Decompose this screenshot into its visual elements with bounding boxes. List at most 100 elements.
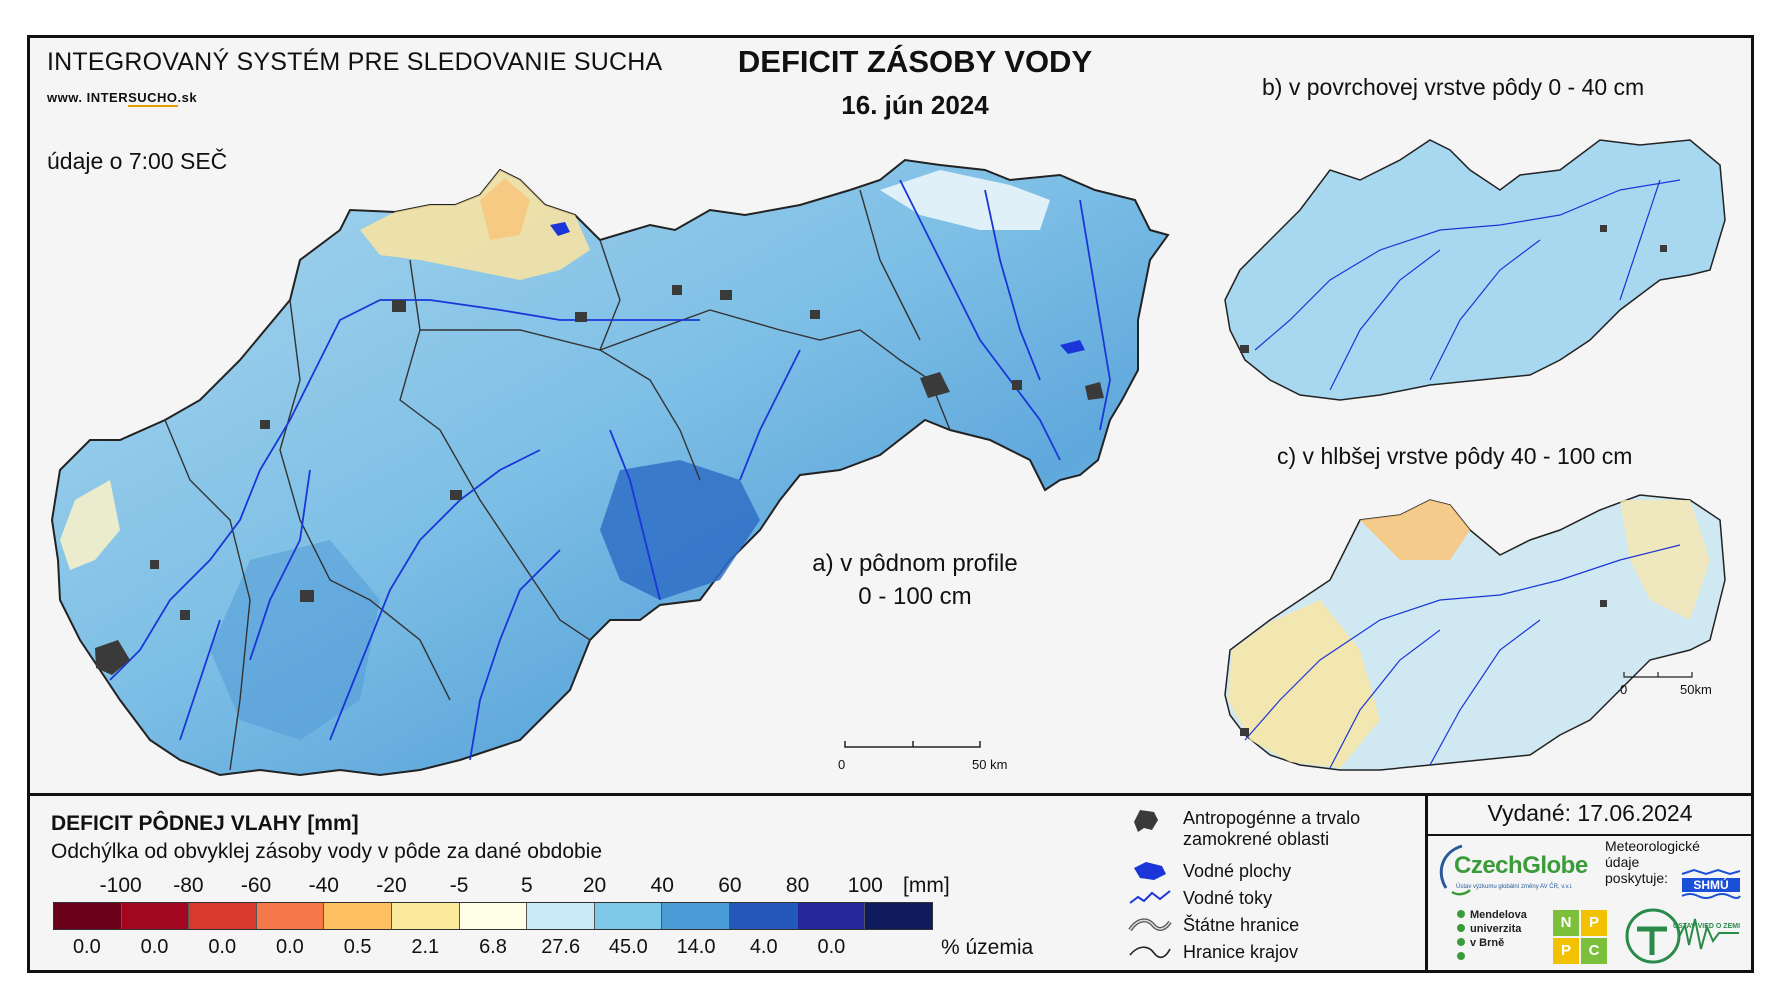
mendel-line2: univerzita <box>1470 923 1522 935</box>
legend-percent-value: 0.0 <box>817 936 846 958</box>
colorbar-cell <box>54 903 122 929</box>
anthropogenic-area-icon <box>1134 810 1158 832</box>
inset-c-cities <box>1240 600 1607 736</box>
colorbar-cell <box>459 903 528 929</box>
key-anthropogenic-line1: Antropogénne a trvalo <box>1183 808 1361 828</box>
slovakia-main-shape <box>50 158 1170 777</box>
legend-percent-value: 0.0 <box>208 936 237 958</box>
region-borders <box>164 189 951 771</box>
system-title: INTEGROVANÝ SYSTÉM PRE SLEDOVANIE SUCHA <box>47 48 663 76</box>
key-state-border: Štátne hranice <box>1128 912 1418 938</box>
key-rivers-label: Vodné toky <box>1183 888 1273 908</box>
legend-subtitle: Odchýlka od obvyklej zásoby vody v pôde … <box>51 840 603 863</box>
state-border-icon <box>1128 918 1172 932</box>
dry-area-north <box>360 170 590 280</box>
legend-title: DEFICIT PÔDNEJ VLAHY [mm] <box>51 812 359 835</box>
mendel-line3: v Brně <box>1470 937 1505 949</box>
legend-colorbar <box>53 902 933 930</box>
system-url[interactable]: www. INTERSUCHO.sk <box>47 90 198 107</box>
pale-area-east <box>880 170 1050 230</box>
slovakia-inset-b <box>1224 139 1726 401</box>
colorbar-cell <box>121 903 190 929</box>
uvz-name: ÚSTAV VIED O ZEMI <box>1673 923 1741 930</box>
wet-area-southwest <box>210 540 380 740</box>
legend-tick-label: -40 <box>308 874 339 897</box>
colorbar-cell <box>392 903 460 929</box>
colorbar-cell <box>594 903 663 929</box>
shmu-logo[interactable]: SHMÚ <box>1678 868 1744 902</box>
main-rivers <box>109 179 1111 761</box>
page-title: DEFICIT ZÁSOBY VODY <box>737 44 1093 79</box>
legend-percent-value: 0.0 <box>276 936 304 958</box>
data-time: údaje o 7:00 SEČ <box>47 148 228 174</box>
colorbar-cell <box>730 903 798 929</box>
pale-area-west <box>60 480 120 570</box>
colorbar-cell <box>865 903 932 929</box>
issued-divider <box>1425 834 1754 836</box>
panel-a-label-line1: a) v pôdnom profile <box>812 550 1018 577</box>
colorbar-cell <box>324 903 393 929</box>
legend-percent-value: 0.0 <box>140 936 169 958</box>
page-date: 16. jún 2024 <box>841 90 989 120</box>
inset-c-dry-north <box>1360 500 1470 560</box>
legend-percent-value: 14.0 <box>676 936 716 958</box>
uvz-logo[interactable]: ÚSTAV VIED O ZEMI <box>1623 905 1743 967</box>
legend-tick-label: 20 <box>582 874 607 897</box>
inset-c-dry-west <box>1228 600 1380 768</box>
dry-area-orava <box>480 178 530 240</box>
meteo-line1: Meteorologické <box>1605 838 1700 854</box>
anthropogenic-areas <box>95 285 1104 675</box>
orava-reservoir <box>550 222 570 236</box>
region-border-icon <box>1129 946 1171 959</box>
wet-area-south <box>600 460 760 600</box>
water-body-icon <box>1134 862 1166 880</box>
meteo-provider-text: Meteorologické údaje poskytuje: <box>1605 838 1700 886</box>
legend-percent-value: 4.0 <box>749 936 778 958</box>
mendel-text: Mendelova univerzita v Brně <box>1470 908 1527 950</box>
mendel-university-logo[interactable]: Mendelova univerzita v Brně <box>1452 908 1542 968</box>
legend-tick-label: 80 <box>785 874 810 897</box>
colorbar-cell <box>797 903 866 929</box>
panel-c-label: c) v hlbšej vrstve pôdy 40 - 100 cm <box>1277 443 1633 469</box>
legend-tick-label: -100 <box>99 874 142 897</box>
nppc-c: C <box>1581 938 1607 964</box>
river-icon <box>1129 890 1171 904</box>
mendel-line1: Mendelova <box>1470 909 1527 921</box>
inset-scalebar-start: 0 <box>1620 682 1628 697</box>
czechglobe-logo[interactable]: CzechGlobe Ústav výzkumu globální změny … <box>1432 840 1594 900</box>
legend-percent-value: 0.5 <box>343 936 372 958</box>
panel-a-label: a) v pôdnom profile 0 - 100 cm <box>780 547 1050 613</box>
panel-b-label: b) v povrchovej vrstve pôdy 0 - 40 cm <box>1262 74 1645 100</box>
url-suffix: .sk <box>177 90 198 105</box>
key-water-bodies: Vodné plochy <box>1128 858 1418 884</box>
czechglobe-swoosh-icon <box>1439 844 1471 896</box>
legend-percentages: 0.0 0.0 0.0 0.0 0.5 2.1 6.8 27.6 45.0 14.0 4.0 0.0 <box>53 936 933 962</box>
nppc-n: N <box>1553 910 1579 936</box>
legend-percent-value: 0.0 <box>72 936 101 958</box>
key-state-border-label: Štátne hranice <box>1183 915 1300 935</box>
key-anthropogenic-line2: zamokrené oblasti <box>1183 829 1330 849</box>
key-anthropogenic-label: Antropogénne a trvalo zamokrené oblasti <box>1183 808 1360 850</box>
colorbar-cell <box>527 903 595 929</box>
key-region-border-label: Hranice krajov <box>1183 942 1299 962</box>
colorbar-cell <box>662 903 731 929</box>
meteo-line3: poskytuje: <box>1605 870 1669 886</box>
legend-unit: [mm] <box>903 874 950 897</box>
meteo-line2: údaje <box>1605 854 1640 870</box>
legend-ticks: -100 -80 -60 -40 -20 -5 5 20 40 60 80 100 <box>53 874 933 902</box>
key-region-border: Hranice krajov <box>1128 939 1418 965</box>
url-prefix: www. <box>47 90 83 105</box>
legend-tick-label: -5 <box>449 874 469 897</box>
inset-scalebar-end: 50km <box>1680 682 1712 697</box>
panel-a-label-line2: 0 - 100 cm <box>858 583 972 610</box>
czechglobe-name: CzechGlobe <box>1454 852 1588 879</box>
legend-tick-label: 60 <box>718 874 742 897</box>
legend-vertical-separator <box>1425 793 1428 973</box>
nppc-logo[interactable]: N P P C <box>1553 910 1607 964</box>
url-main: INTER <box>86 90 129 105</box>
legend-percent-value: 45.0 <box>608 936 648 958</box>
legend-tick-label: -20 <box>376 874 407 897</box>
inset-b-cities <box>1240 225 1667 353</box>
legend-tick-label: -80 <box>173 874 204 897</box>
legend-tick-label: 100 <box>847 874 883 897</box>
